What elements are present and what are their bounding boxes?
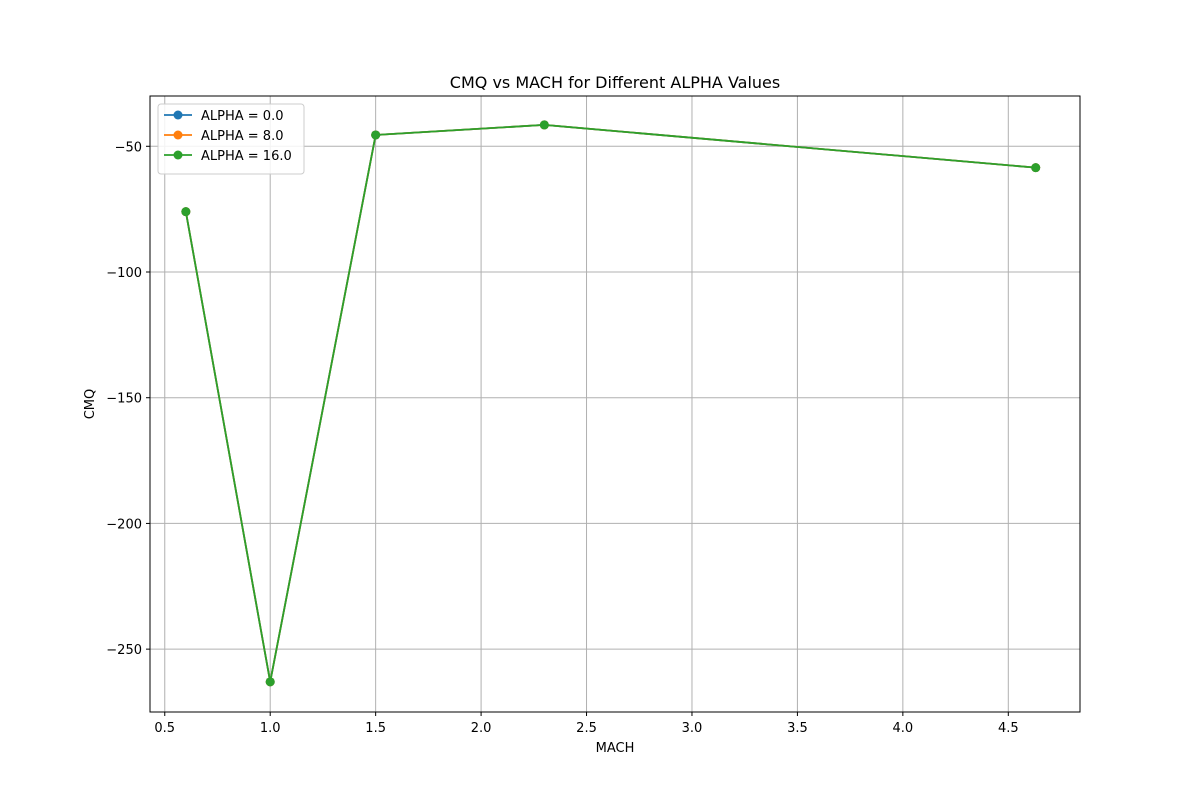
y-tick-label: −100 xyxy=(106,266,142,281)
x-tick-label: 1.5 xyxy=(365,721,386,736)
y-tick-label: −250 xyxy=(106,643,142,658)
y-tick-label: −150 xyxy=(106,392,142,407)
x-tick-label: 0.5 xyxy=(154,721,175,736)
legend-marker xyxy=(173,110,183,120)
x-tick-label: 4.5 xyxy=(998,721,1019,736)
data-point xyxy=(1031,163,1041,173)
x-tick-label: 2.5 xyxy=(576,721,597,736)
legend-box xyxy=(157,103,305,175)
x-tick-label: 2.0 xyxy=(471,721,492,736)
legend-label: ALPHA = 0.0 xyxy=(201,109,283,124)
legend-label: ALPHA = 8.0 xyxy=(201,129,283,144)
data-point xyxy=(181,207,191,217)
y-tick-label: −50 xyxy=(115,140,142,155)
legend: ALPHA = 0.0 ALPHA = 8.0 ALPHA = 16.0 xyxy=(157,103,305,175)
data-point xyxy=(265,677,275,687)
legend-marker xyxy=(173,130,183,140)
plot-frame xyxy=(149,95,1081,713)
data-point xyxy=(539,120,549,130)
chart-title: CMQ vs MACH for Different ALPHA Values xyxy=(450,73,780,92)
x-tick-label: 4.0 xyxy=(893,721,914,736)
x-tick-label: 1.0 xyxy=(260,721,281,736)
legend-marker xyxy=(173,150,183,160)
y-axis-label: CMQ xyxy=(83,389,98,420)
x-axis-label: MACH xyxy=(596,741,635,756)
data-point xyxy=(371,130,381,140)
legend-label: ALPHA = 16.0 xyxy=(201,149,292,164)
y-tick-label: −200 xyxy=(106,517,142,532)
grid-lines xyxy=(150,96,1080,712)
x-tick-label: 3.5 xyxy=(787,721,808,736)
x-tick-label: 3.0 xyxy=(682,721,703,736)
axis-ticks: 0.5 1.0 1.5 2.0 2.5 3.0 3.5 4.0 4.5 −250 −200 −150 −… xyxy=(106,140,1018,736)
series-layer xyxy=(181,120,1041,687)
